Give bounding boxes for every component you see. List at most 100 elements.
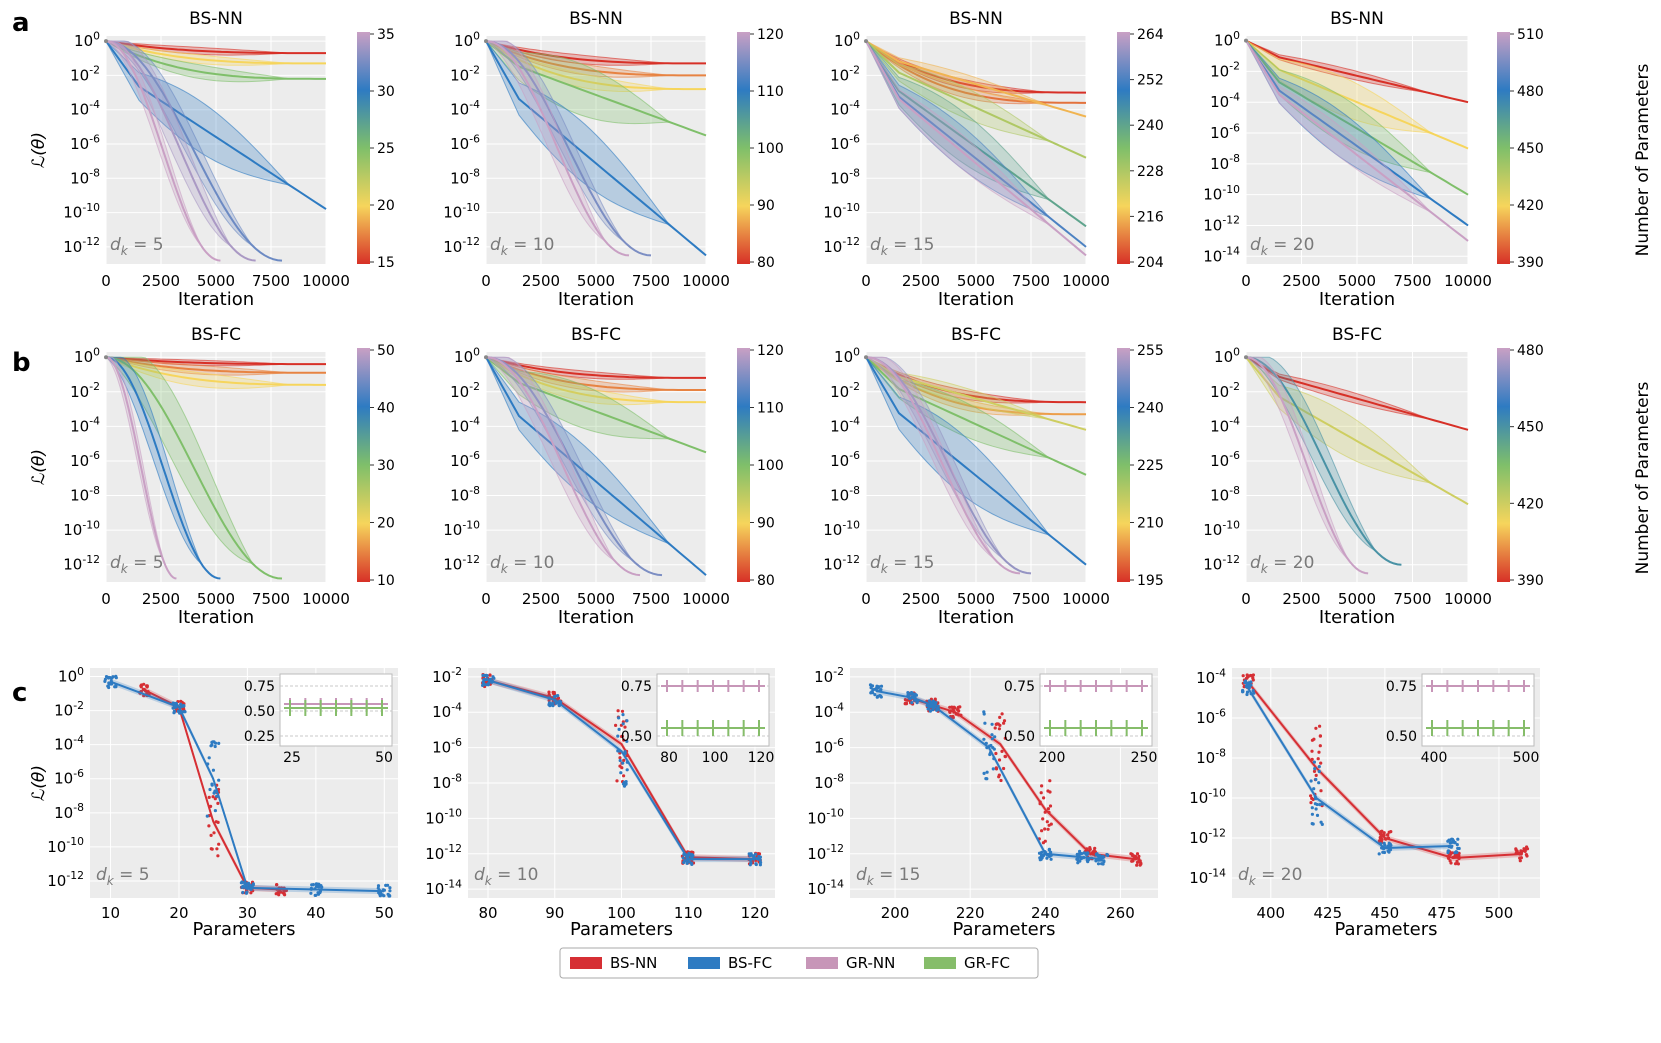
dk-label: dk = 10 — [474, 865, 538, 888]
x-tick-label: 240 — [1031, 904, 1060, 922]
x-tick-label: 5000 — [957, 590, 995, 608]
data-point — [1131, 859, 1135, 863]
data-point — [994, 766, 998, 770]
data-point — [755, 857, 759, 861]
data-point — [1379, 842, 1383, 846]
series-line — [105, 356, 283, 580]
y-tick-label: 10-6 — [450, 449, 480, 470]
colorbar-label-b: Number of Parameters — [1633, 381, 1653, 574]
data-point — [1450, 837, 1455, 842]
start-point — [1244, 355, 1248, 360]
series-line — [865, 356, 1087, 476]
series-line — [485, 356, 707, 404]
y-tick-label: 10-6 — [1210, 449, 1240, 470]
data-point — [1049, 853, 1053, 857]
colorbar-tick-label: 240 — [1137, 118, 1164, 134]
y-tick-label: 10-12 — [63, 553, 100, 574]
data-point — [749, 852, 753, 856]
x-tick-label: 10000 — [1062, 590, 1110, 608]
y-tick-label: 10-8 — [830, 484, 860, 505]
data-point — [1047, 823, 1051, 827]
data-point — [382, 894, 386, 898]
data-point — [547, 701, 552, 705]
inset-y-tick-label: 0.75 — [1386, 679, 1417, 695]
data-point — [1130, 852, 1134, 856]
data-point — [616, 709, 620, 713]
inset-y-tick-label: 0.25 — [244, 729, 275, 745]
y-tick-label: 10-10 — [443, 518, 480, 539]
data-point — [913, 692, 917, 696]
data-point — [211, 795, 215, 799]
y-tick-label: 10-8 — [1210, 152, 1240, 173]
data-point — [1456, 846, 1460, 851]
x-tick-label: 0 — [1241, 590, 1251, 608]
x-tick-label: 7500 — [1393, 590, 1431, 608]
x-tick-label: 7500 — [252, 590, 290, 608]
x-tick-label: 500 — [1485, 904, 1514, 922]
series-line — [105, 40, 326, 65]
y-tick-label: 10-8 — [70, 167, 100, 188]
data-point — [103, 679, 107, 684]
x-tick-label: 2500 — [142, 590, 180, 608]
data-point — [209, 804, 213, 809]
data-point — [1102, 859, 1106, 863]
data-point — [1038, 802, 1042, 806]
y-tick-label: 10-4 — [54, 733, 84, 754]
data-point — [1312, 760, 1316, 764]
data-point — [212, 791, 216, 795]
data-point — [114, 683, 118, 687]
data-point — [249, 887, 253, 892]
data-point — [993, 735, 997, 739]
data-point — [1318, 734, 1322, 738]
data-point — [381, 888, 385, 892]
data-point — [1085, 851, 1090, 855]
data-point — [215, 794, 219, 798]
data-point — [214, 820, 218, 824]
data-point — [485, 674, 489, 678]
x-tick-label: 10000 — [302, 272, 350, 290]
data-point — [1319, 761, 1323, 765]
y-axis-label: ℒ(θ) — [29, 765, 49, 801]
x-tick-label: 7500 — [1393, 272, 1431, 290]
colorbar-tick-label: 10 — [377, 573, 395, 589]
x-tick-label: 5000 — [197, 590, 235, 608]
data-point — [1042, 796, 1046, 800]
data-point — [216, 801, 220, 806]
data-point — [248, 883, 252, 888]
data-point — [948, 709, 952, 713]
data-point — [1310, 822, 1314, 826]
data-point — [173, 701, 177, 706]
data-point — [1451, 851, 1455, 855]
data-point — [205, 814, 209, 818]
data-point — [1318, 744, 1322, 748]
colorbar-tick-label: 420 — [1517, 496, 1544, 512]
data-point — [1310, 796, 1314, 801]
data-point — [756, 852, 760, 856]
data-point — [1045, 856, 1049, 860]
data-point — [207, 795, 211, 800]
data-point — [870, 684, 875, 688]
y-tick-label: 10-4 — [814, 700, 844, 721]
data-point — [213, 744, 217, 749]
chart-panel-b-2: 100 10-2 10-4 10-6 10-8 10-10 10-120 2500 5000 75… — [443, 325, 783, 628]
data-point — [1382, 850, 1387, 855]
data-point — [753, 856, 757, 860]
data-point — [1312, 769, 1317, 774]
colorbar-tick-label: 390 — [1517, 255, 1544, 271]
data-point — [240, 880, 244, 884]
start-point — [484, 39, 488, 44]
data-point — [625, 719, 629, 723]
y-tick-label: 10-14 — [1189, 866, 1226, 887]
inset-x-tick-label: 250 — [1131, 750, 1158, 766]
y-tick-label: 10-12 — [1203, 553, 1240, 574]
x-tick-label: 10000 — [682, 590, 730, 608]
colorbar-tick-label: 25 — [377, 141, 395, 157]
data-point — [1039, 857, 1043, 861]
x-axis-label: Parameters — [570, 919, 673, 940]
data-point — [1316, 757, 1320, 761]
data-point — [1075, 853, 1080, 857]
x-tick-label: 20 — [169, 904, 188, 922]
data-point — [617, 749, 621, 753]
data-point — [1043, 850, 1047, 855]
data-point — [903, 698, 908, 702]
